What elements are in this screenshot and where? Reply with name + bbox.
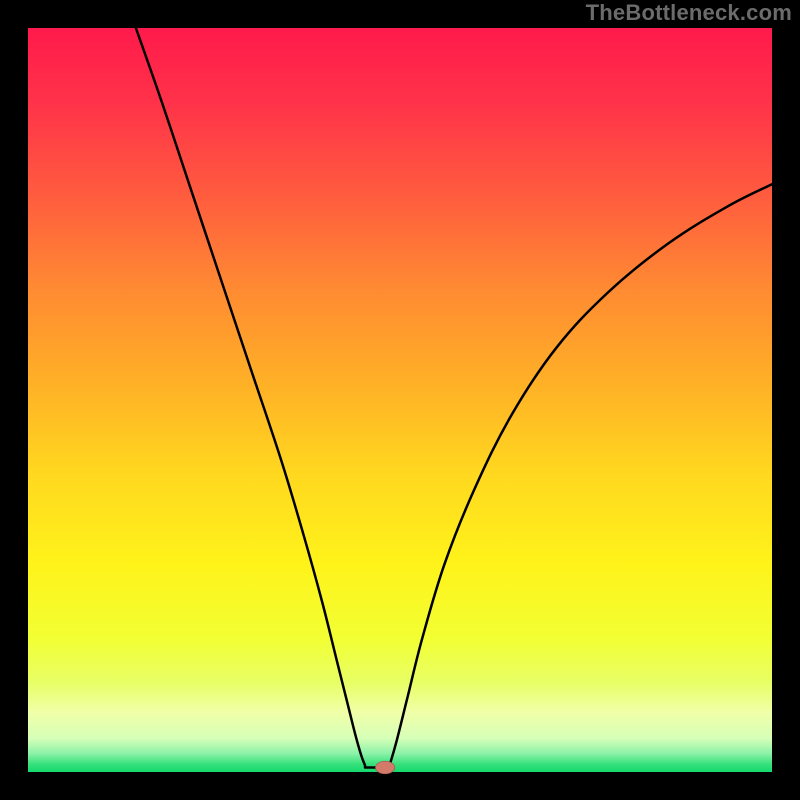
optimum-marker (375, 761, 394, 774)
chart-container: TheBottleneck.com (0, 0, 800, 800)
plot-background (28, 28, 772, 772)
bottleneck-chart (0, 0, 800, 800)
watermark-text: TheBottleneck.com (586, 0, 792, 26)
